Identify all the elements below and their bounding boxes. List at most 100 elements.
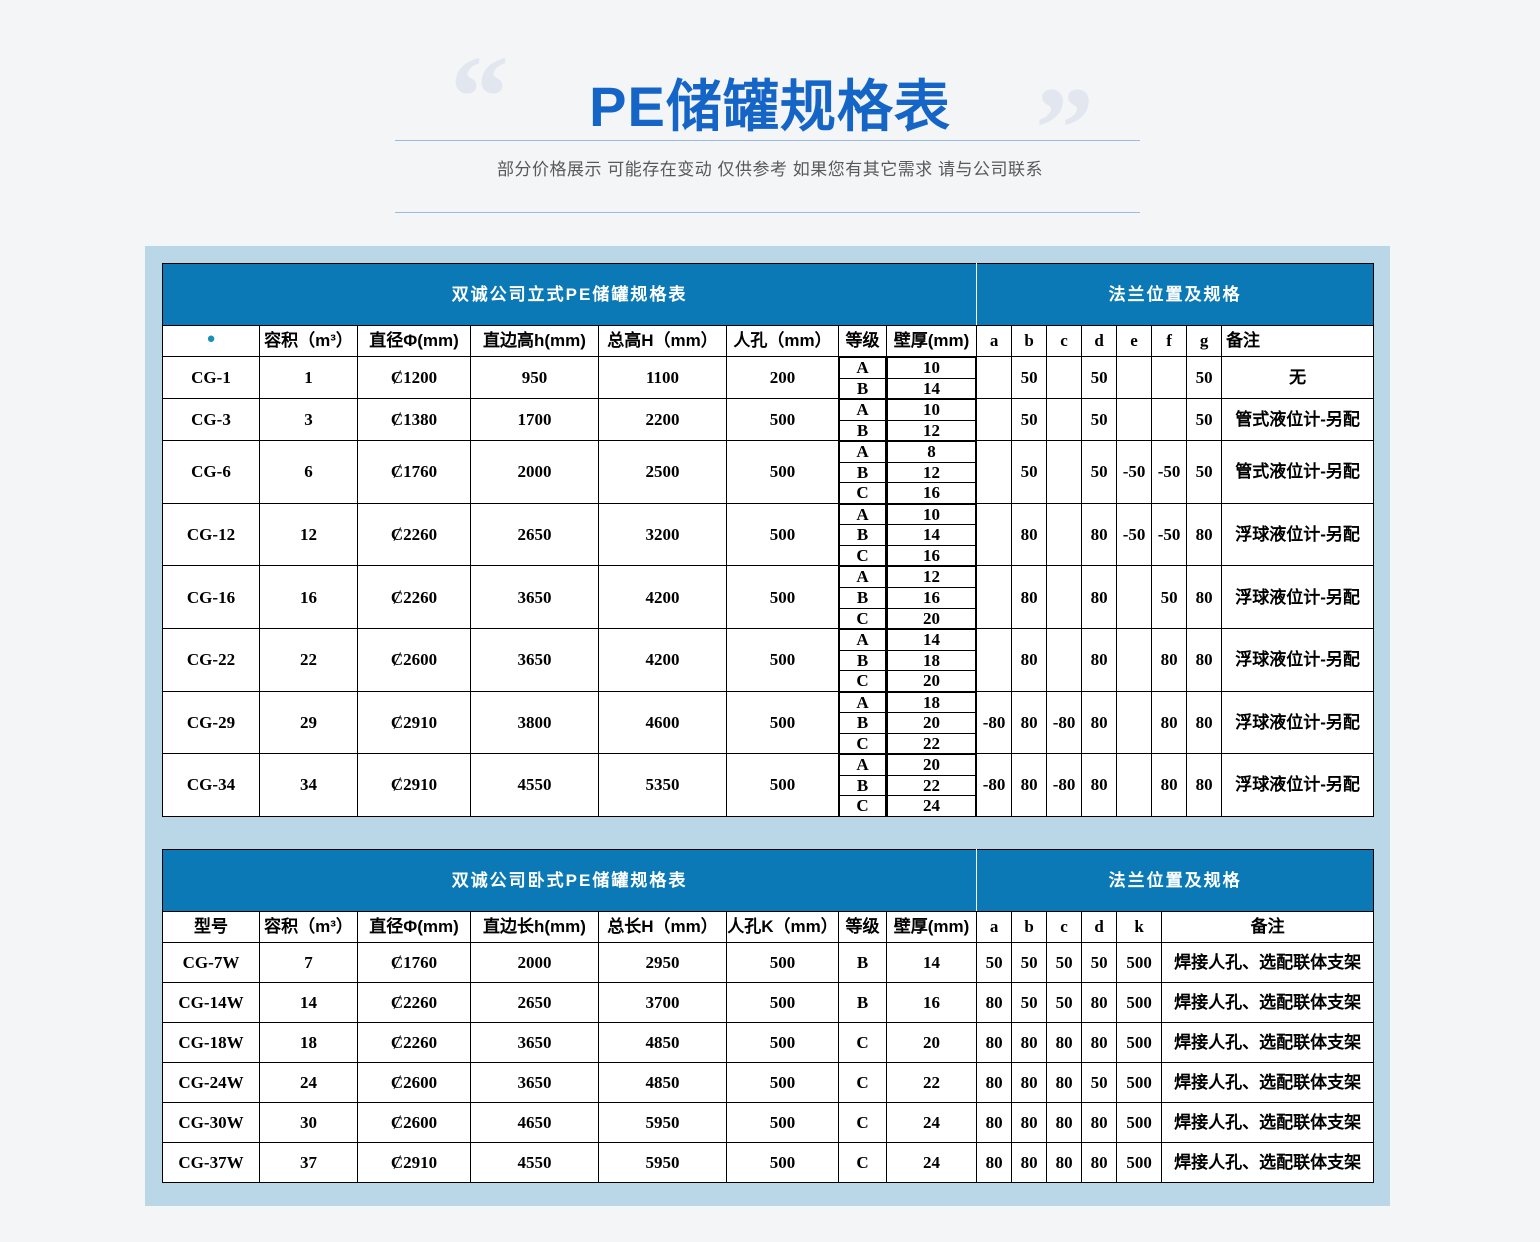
wall-value: 18 (886, 691, 977, 714)
table1-model-header: ● (162, 325, 260, 357)
grade-value: C (839, 607, 886, 629)
wall-value: 20 (886, 754, 977, 776)
table2-cell-flange-a: 50 (976, 942, 1013, 984)
table1-cell-flange-b: 80 (1011, 628, 1048, 692)
table2-cell-flange-k: 500 (1116, 942, 1163, 984)
table1-cell-flange-e (1116, 355, 1153, 400)
table1-straight-height-header: 直边高h(mm) (470, 325, 599, 357)
table2-wall-header: 壁厚(mm) (885, 911, 978, 944)
table1-cell-volume: 3 (259, 398, 358, 442)
horizontal-tank-spec-table: 双诚公司卧式PE储罐规格表 法兰位置及规格 型号 容积（m³） 直径Φ(mm) … (161, 849, 1375, 1184)
table1-cell-flange-c (1046, 628, 1083, 692)
table-row: CG-24W 24 Ȼ2600 3650 4850 500 C 22 80 80 80 50 500 焊接… (162, 1062, 1375, 1104)
table1-cell-manhole: 500 (726, 502, 839, 567)
grade-value: C (839, 732, 886, 754)
table2-column-header-row: 型号 容积（m³） 直径Φ(mm) 直边长h(mm) 总长H（mm） 人孔K（m… (162, 911, 1375, 944)
quote-close-icon: ” (1035, 63, 1094, 194)
table1-volume-header: 容积（m³） (259, 325, 358, 357)
wall-value: 10 (886, 503, 977, 526)
table2-cell-flange-d: 80 (1081, 1102, 1118, 1144)
table-row: CG-30W 30 Ȼ2600 4650 5950 500 C 24 80 80 80 80 500 焊接… (162, 1102, 1375, 1144)
table2-cell-diameter: Ȼ2260 (357, 982, 471, 1024)
table2-cell-flange-b: 80 (1011, 1102, 1048, 1144)
table-row: CG-12 12 Ȼ2260 2650 3200 500 A B C 10 14 16 80 80 -50-… (162, 502, 1375, 567)
table2-cell-flange-d: 80 (1081, 982, 1118, 1024)
page-header: “ ” PE储罐规格表 部分价格展示 可能存在变动 仅供参考 如果您有其它需求 … (0, 0, 1540, 232)
table2-cell-model: CG-14W (162, 982, 260, 1024)
table1-manhole-header: 人孔（mm） (726, 325, 839, 357)
table2-cell-manhole: 500 (726, 982, 839, 1024)
table1-cell-flange-e (1116, 565, 1153, 630)
table-row: CG-1 1 Ȼ1200 950 1100 200 A B 10 14 50 50 50 无 (162, 355, 1375, 400)
table2-cell-volume: 7 (259, 942, 358, 984)
table1-cell-straight-height: 2650 (470, 502, 599, 567)
grade-value: B (839, 461, 886, 484)
table1-cell-flange-e: -50 (1116, 502, 1153, 567)
table2-cell-volume: 14 (259, 982, 358, 1024)
table2-cell-straight-length: 2650 (470, 982, 599, 1024)
wall-value: 14 (886, 629, 977, 651)
table2-cell-flange-d: 80 (1081, 1022, 1118, 1064)
grade-value: C (839, 795, 886, 817)
divider-bottom (395, 212, 1140, 213)
table1-cell-remark: 浮球液位计-另配 (1221, 565, 1375, 630)
table1-cell-wall: 8 12 16 (885, 440, 978, 504)
table1-cell-flange-f (1151, 398, 1188, 442)
chevron-down-icon[interactable]: ● (206, 331, 216, 347)
table1-cell-total-height: 2500 (598, 440, 727, 504)
table2-cell-total-length: 5950 (598, 1142, 727, 1184)
table1-flange-b-header: b (1011, 325, 1048, 357)
grade-value: A (839, 754, 886, 776)
table1-cell-flange-a (976, 565, 1013, 630)
table-row: CG-34 34 Ȼ2910 4550 5350 500 A B C 20 22 24 -80 80 -80… (162, 753, 1375, 818)
table1-cell-flange-c: -80 (1046, 753, 1083, 818)
table2-flange-b-header: b (1011, 911, 1048, 944)
table1-cell-flange-f: 80 (1151, 753, 1188, 818)
spec-tables-panel: 双诚公司立式PE储罐规格表 法兰位置及规格 ● 容积（m³） 直径Φ(mm) 直… (145, 246, 1390, 1206)
table1-cell-manhole: 200 (726, 355, 839, 400)
table-row: CG-37W 37 Ȼ2910 4550 5950 500 C 24 80 80 80 80 500 焊接… (162, 1142, 1375, 1184)
table2-cell-grade: C (838, 1142, 887, 1184)
table1-cell-manhole: 500 (726, 628, 839, 692)
divider-top (395, 140, 1140, 141)
table-row: CG-18W 18 Ȼ2260 3650 4850 500 C 20 80 80 80 80 500 焊接… (162, 1022, 1375, 1064)
table1-cell-flange-e (1116, 398, 1153, 442)
table1-cell-manhole: 500 (726, 398, 839, 442)
table2-cell-wall: 24 (885, 1102, 978, 1144)
table2-cell-flange-c: 50 (1046, 942, 1083, 984)
wall-value: 20 (886, 670, 977, 691)
table2-cell-flange-a: 80 (976, 1062, 1013, 1104)
table2-cell-wall: 22 (885, 1062, 978, 1104)
table2-model-header: 型号 (162, 911, 260, 944)
table1-cell-model: CG-6 (162, 440, 260, 504)
table1-remark-header: 备注 (1221, 325, 1375, 357)
grade-value: B (839, 377, 886, 399)
table1-cell-volume: 6 (259, 440, 358, 504)
wall-value: 12 (886, 419, 977, 441)
quote-open-icon: “ (450, 31, 509, 162)
grade-value: A (839, 566, 886, 589)
grade-value: C (839, 670, 886, 691)
table1-cell-flange-f: -50 (1151, 502, 1188, 567)
table2-cell-diameter: Ȼ2600 (357, 1102, 471, 1144)
table2-volume-header: 容积（m³） (259, 911, 358, 944)
wall-value: 20 (886, 712, 977, 734)
table2-cell-total-length: 5950 (598, 1102, 727, 1144)
table1-grade-header: 等级 (838, 325, 887, 357)
table1-body: CG-1 1 Ȼ1200 950 1100 200 A B 10 14 50 50 50 无 CG-3 3 Ȼ1… (162, 355, 1375, 818)
table2-flange-c-header: c (1046, 911, 1083, 944)
wall-value: 8 (886, 441, 977, 463)
table2-cell-remark: 焊接人孔、选配联体支架 (1161, 1062, 1375, 1104)
table2-cell-flange-b: 80 (1011, 1022, 1048, 1064)
table1-cell-total-height: 1100 (598, 355, 727, 400)
table2-cell-grade: B (838, 982, 887, 1024)
table1-cell-manhole: 500 (726, 690, 839, 755)
table2-cell-manhole: 500 (726, 1102, 839, 1144)
table2-banner-left: 双诚公司卧式PE储罐规格表 (161, 849, 978, 913)
grade-value: A (839, 691, 886, 714)
table1-cell-flange-b: 80 (1011, 690, 1048, 755)
table1-cell-wall: 10 14 (885, 355, 978, 400)
table1-cell-volume: 22 (259, 628, 358, 692)
